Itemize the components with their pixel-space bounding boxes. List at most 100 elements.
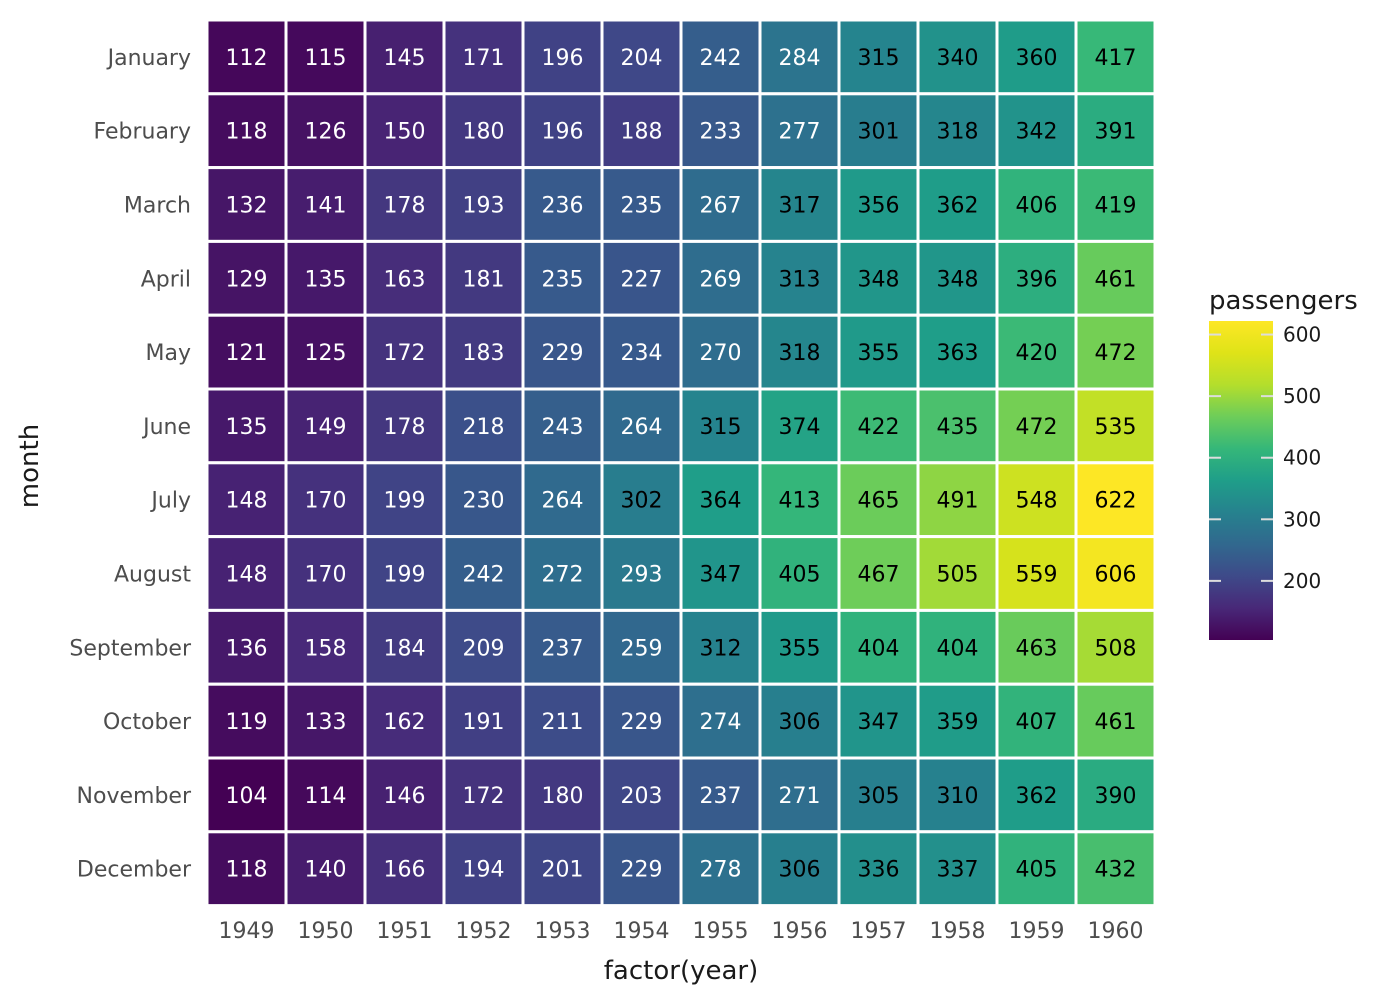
- cell-value-label: 284: [779, 46, 821, 71]
- cell-value-label: 218: [463, 415, 505, 440]
- cell-value-label: 145: [384, 46, 426, 71]
- y-tick-label: November: [77, 784, 192, 809]
- heatmap-cell: [679, 387, 762, 465]
- heatmap-cell: [679, 166, 762, 243]
- y-tick-label: August: [114, 563, 191, 588]
- cell-value-label: 315: [700, 415, 742, 440]
- cell-value-label: 146: [384, 784, 426, 809]
- cell-value-label: 242: [700, 46, 742, 71]
- cell-value-label: 364: [700, 489, 742, 514]
- cell-value-label: 420: [1016, 341, 1058, 366]
- heatmap-cell: [916, 461, 999, 539]
- cell-value-label: 342: [1016, 120, 1058, 145]
- heatmap-cell: [679, 313, 762, 391]
- heatmap-cell: [679, 756, 762, 834]
- cell-value-label: 211: [542, 710, 584, 735]
- cell-value-label: 163: [384, 267, 426, 292]
- cell-value-label: 355: [858, 341, 900, 366]
- cell-value-label: 312: [700, 636, 742, 661]
- legend-tick-label: 200: [1283, 569, 1321, 593]
- heatmap-cell: [1074, 166, 1157, 243]
- cell-value-label: 236: [542, 194, 584, 219]
- cell-value-label: 465: [858, 489, 900, 514]
- y-tick-label: December: [77, 858, 192, 883]
- heatmap-cell: [521, 830, 604, 908]
- heatmap-cell: [205, 239, 288, 317]
- cell-value-label: 118: [226, 120, 268, 145]
- cell-value-label: 360: [1016, 46, 1058, 71]
- heatmap-cell: [600, 239, 683, 317]
- cell-value-label: 419: [1095, 194, 1137, 219]
- cell-value-label: 472: [1095, 341, 1137, 366]
- heatmap-cell: [995, 313, 1078, 391]
- cell-value-label: 348: [937, 267, 979, 292]
- cell-value-label: 463: [1016, 636, 1058, 661]
- cell-value-label: 118: [226, 858, 268, 883]
- cell-value-label: 121: [226, 341, 268, 366]
- cell-value-label: 227: [621, 267, 663, 292]
- cell-value-label: 271: [779, 784, 821, 809]
- x-axis-tick-labels: 1949 1950 1951 1952 1953 1954 1955 1956 1957 1958…: [219, 919, 1144, 944]
- cell-value-label: 235: [542, 267, 584, 292]
- y-tick-label: July: [149, 489, 191, 514]
- heatmap-cell: [758, 313, 841, 391]
- heatmap-cell: [363, 535, 446, 612]
- x-tick-label: 1953: [535, 919, 591, 944]
- cell-value-label: 235: [621, 194, 663, 219]
- cell-value-label: 191: [463, 710, 505, 735]
- heatmap-cell: [679, 608, 762, 686]
- cell-value-label: 405: [779, 563, 821, 588]
- y-tick-label: June: [141, 415, 191, 440]
- heatmap-cell: [521, 535, 604, 612]
- cell-value-label: 166: [384, 858, 426, 883]
- heatmap-cell: [995, 756, 1078, 834]
- cell-value-label: 404: [937, 636, 979, 661]
- cell-value-label: 112: [226, 46, 268, 71]
- cell-value-label: 317: [779, 194, 821, 219]
- heatmap-cell: [205, 756, 288, 834]
- cell-value-label: 606: [1095, 563, 1137, 588]
- heatmap-cell: [600, 756, 683, 834]
- cell-value-label: 133: [305, 710, 347, 735]
- x-tick-label: 1960: [1088, 919, 1144, 944]
- heatmap-cell: [205, 461, 288, 539]
- heatmap-cell: [995, 535, 1078, 612]
- cell-value-label: 178: [384, 194, 426, 219]
- heatmap-cell: [837, 239, 920, 317]
- heatmap-cell: [284, 313, 367, 391]
- heatmap-cell: [205, 608, 288, 686]
- heatmap-cell: [442, 387, 525, 465]
- cell-value-label: 203: [621, 784, 663, 809]
- cell-value-label: 348: [858, 267, 900, 292]
- heatmap-cell: [758, 608, 841, 686]
- cell-value-label: 432: [1095, 858, 1137, 883]
- heatmap-cell: [1074, 18, 1157, 96]
- cell-value-label: 347: [700, 563, 742, 588]
- cell-value-label: 193: [463, 194, 505, 219]
- cell-value-label: 194: [463, 858, 505, 883]
- legend-title: passengers: [1209, 286, 1358, 316]
- x-tick-label: 1955: [693, 919, 749, 944]
- cell-value-label: 199: [384, 489, 426, 514]
- x-axis-title: factor(year): [604, 956, 758, 986]
- cell-value-label: 422: [858, 415, 900, 440]
- heatmap-cell: [600, 387, 683, 465]
- cell-value-label: 508: [1095, 636, 1137, 661]
- cell-value-label: 170: [305, 489, 347, 514]
- cell-value-label: 171: [463, 46, 505, 71]
- legend-tick-label: 500: [1283, 384, 1321, 408]
- heatmap-cell: [284, 608, 367, 686]
- cell-value-label: 229: [542, 341, 584, 366]
- cell-value-label: 237: [700, 784, 742, 809]
- x-tick-label: 1949: [219, 919, 275, 944]
- heatmap-cell: [995, 92, 1078, 170]
- heatmap-cell: [600, 18, 683, 96]
- cell-value-label: 435: [937, 415, 979, 440]
- cell-value-label: 181: [463, 267, 505, 292]
- legend-colorbar: [1209, 321, 1273, 640]
- cell-value-label: 229: [621, 710, 663, 735]
- cell-value-label: 467: [858, 563, 900, 588]
- cell-value-label: 230: [463, 489, 505, 514]
- heatmap-cell: [758, 682, 841, 760]
- cell-value-label: 363: [937, 341, 979, 366]
